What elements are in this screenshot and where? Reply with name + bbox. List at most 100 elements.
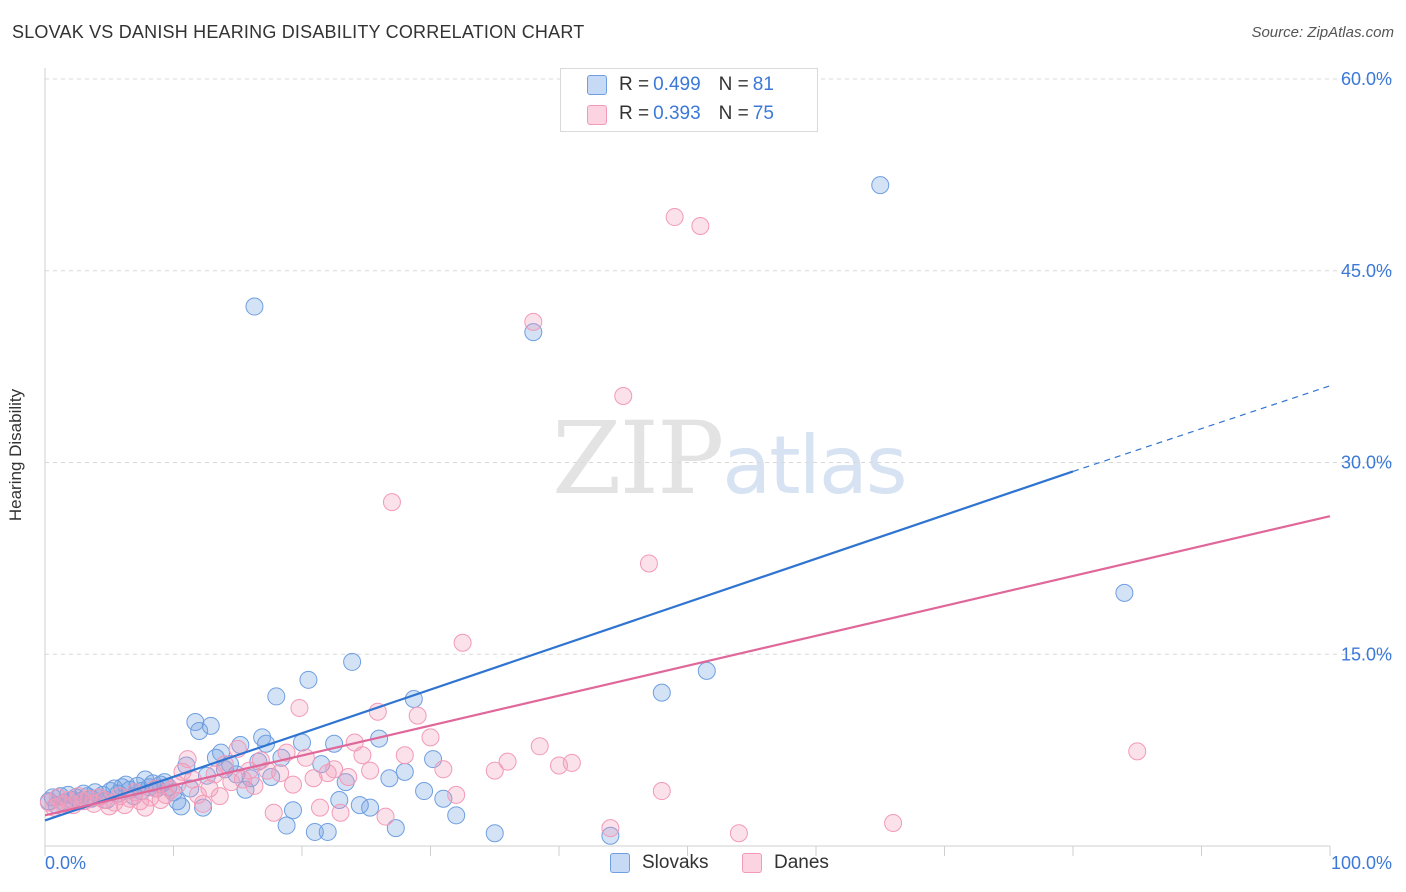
point-danes <box>447 785 466 804</box>
watermark: ZIPatlas <box>552 400 908 517</box>
point-danes <box>639 554 658 573</box>
point-danes <box>665 208 684 227</box>
point-danes <box>222 773 241 792</box>
point-danes <box>264 803 283 822</box>
point-slovaks <box>415 782 434 801</box>
n-label: N = <box>718 74 749 95</box>
point-danes <box>39 793 58 812</box>
point-danes <box>376 807 395 826</box>
point-slovaks <box>186 713 205 732</box>
legend-item-danes[interactable]: Danes <box>742 852 829 874</box>
point-danes <box>277 743 296 762</box>
point-slovaks <box>318 822 337 841</box>
point-slovaks <box>652 683 671 702</box>
y-tick-label: 60.0% <box>1341 69 1392 89</box>
point-slovaks <box>236 780 255 799</box>
point-danes <box>601 819 620 838</box>
point-danes <box>530 737 549 756</box>
point-danes <box>59 790 78 809</box>
point-slovaks <box>386 819 405 838</box>
legend-swatch-danes <box>587 105 607 125</box>
series-legend: Slovaks Danes <box>0 852 1406 876</box>
y-axis-label: Hearing Disability <box>6 388 25 522</box>
point-danes <box>310 798 329 817</box>
x-tick-label: 100.0% <box>1331 853 1392 873</box>
point-slovaks <box>245 297 264 316</box>
point-danes <box>178 750 197 769</box>
point-slovaks <box>697 661 716 680</box>
point-slovaks <box>1115 583 1134 602</box>
point-slovaks <box>336 773 355 792</box>
point-danes <box>304 769 323 788</box>
point-danes <box>325 760 344 779</box>
point-slovaks <box>485 824 504 843</box>
point-danes <box>421 728 440 747</box>
trendline-slovaks <box>44 470 1074 822</box>
point-danes <box>729 824 748 843</box>
point-danes <box>141 788 160 807</box>
n-value: 75 <box>752 103 774 124</box>
point-danes <box>368 702 387 721</box>
point-danes <box>331 803 350 822</box>
point-slovaks <box>277 816 296 835</box>
legend-item-slovaks[interactable]: Slovaks <box>610 852 709 874</box>
trendline-slovaks-extension <box>1072 385 1331 473</box>
watermark-atlas: atlas <box>722 419 907 512</box>
point-danes <box>434 760 453 779</box>
point-slovaks <box>190 721 209 740</box>
point-danes <box>194 794 213 813</box>
point-danes <box>652 782 671 801</box>
chart-title: SLOVAK VS DANISH HEARING DISABILITY CORR… <box>12 22 585 42</box>
point-slovaks <box>305 822 324 841</box>
point-danes <box>210 787 229 806</box>
point-danes <box>562 753 581 772</box>
point-danes <box>284 775 303 794</box>
point-slovaks <box>380 769 399 788</box>
point-slovaks <box>361 798 380 817</box>
legend-label-danes: Danes <box>774 852 829 873</box>
r-value: 0.499 <box>653 74 701 95</box>
point-danes <box>524 312 543 331</box>
legend-swatch-slovaks <box>610 853 630 873</box>
point-slovaks <box>201 716 220 735</box>
x-tick-label: 0.0% <box>45 853 86 873</box>
point-danes <box>233 770 252 789</box>
point-danes <box>453 633 472 652</box>
point-danes <box>382 493 401 512</box>
point-danes <box>69 787 88 806</box>
point-slovaks <box>293 733 311 752</box>
point-slovaks <box>447 806 466 825</box>
point-danes <box>485 761 504 780</box>
point-danes <box>614 387 633 406</box>
point-danes <box>395 746 414 765</box>
watermark-zip: ZIP <box>552 400 724 517</box>
point-danes <box>691 217 710 236</box>
point-slovaks <box>172 797 191 816</box>
point-slovaks <box>343 652 362 671</box>
point-danes <box>245 776 264 795</box>
trendline-danes <box>44 515 1331 817</box>
point-danes <box>884 813 903 832</box>
correlation-legend: R = 0.499 N = 81 R = 0.393 N = 75 <box>560 68 818 132</box>
point-slovaks <box>601 826 620 845</box>
point-danes <box>408 706 427 725</box>
legend-swatch-slovaks <box>587 75 607 95</box>
legend-label-slovaks: Slovaks <box>642 852 709 873</box>
y-tick-label: 15.0% <box>1341 644 1392 664</box>
n-value: 81 <box>752 74 774 95</box>
legend-swatch-danes <box>742 853 762 873</box>
point-slovaks <box>350 796 369 815</box>
y-tick-label: 30.0% <box>1341 453 1392 473</box>
point-slovaks <box>524 323 543 342</box>
r-value: 0.393 <box>653 103 701 124</box>
point-danes <box>361 761 380 780</box>
point-danes <box>200 779 219 798</box>
point-slovaks <box>267 687 286 706</box>
point-slovaks <box>299 670 318 689</box>
point-danes <box>296 748 315 767</box>
point-danes <box>136 798 155 817</box>
legend-row-danes: R = 0.393 N = 75 <box>619 101 774 127</box>
point-danes <box>271 764 290 783</box>
r-label: R = <box>619 74 650 95</box>
point-danes <box>1128 742 1147 761</box>
